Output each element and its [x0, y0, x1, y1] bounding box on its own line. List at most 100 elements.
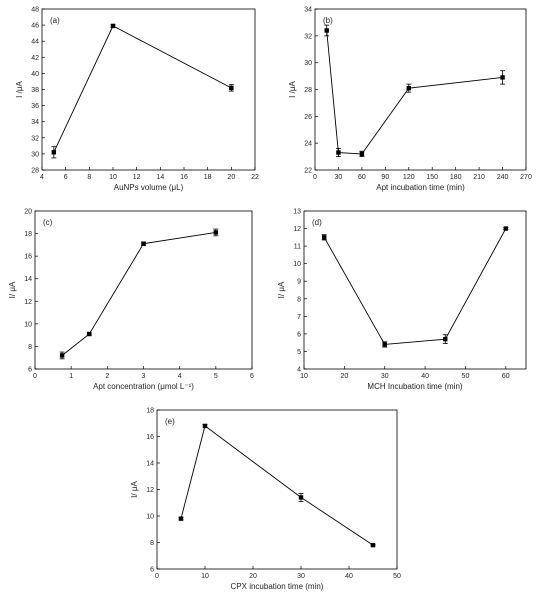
x-tick-label: 180 [450, 174, 462, 181]
y-tick-label: 6 [297, 331, 301, 338]
y-tick-label: 18 [24, 231, 32, 238]
chart-panel-b: 0 30 60 90 120 150 180 210 240 270 22 24 26 28 30 32 34 A… [288, 7, 532, 193]
y-tick-label: 8 [297, 296, 301, 303]
data-point [141, 241, 146, 246]
y-tick-label: 26 [304, 114, 312, 121]
y-tick-label: 11 [294, 244, 301, 251]
y-tick-label: 42 [31, 55, 39, 62]
x-tick-label: 0 [313, 174, 317, 181]
plot-frame [303, 210, 527, 370]
y-tick-label: 44 [31, 39, 39, 46]
x-tick-label: 40 [345, 573, 353, 580]
x-axis-label: Apt incubation time (min) [376, 183, 465, 192]
x-tick-label: 6 [64, 174, 68, 181]
data-point [443, 336, 448, 342]
y-axis-label: I/ μA [277, 281, 286, 298]
y-tick-label: 28 [304, 87, 312, 94]
series-line [61, 231, 216, 356]
x-tick-label: 270 [520, 174, 532, 181]
x-tick-label: 50 [393, 573, 401, 580]
panel-tag: (d) [312, 218, 322, 227]
x-tick-label: 60 [358, 174, 366, 181]
panel-tag: (c) [43, 218, 53, 227]
y-tick-label: 12 [146, 487, 154, 494]
x-tick-label: 20 [227, 174, 235, 181]
plot-frame [314, 8, 527, 171]
plot-frame [34, 210, 253, 370]
series-line [323, 228, 507, 345]
y-axis-label: I/ μA [130, 481, 139, 498]
series-line [180, 425, 374, 546]
data-point [202, 423, 208, 429]
x-tick-label: 16 [180, 174, 188, 181]
y-tick-label: 13 [293, 209, 301, 216]
x-tick-label: 150 [426, 174, 438, 181]
y-tick-label: 12 [24, 299, 32, 306]
x-tick-label: 5 [214, 373, 218, 380]
data-point [359, 151, 365, 157]
y-tick-label: 14 [146, 461, 154, 468]
x-tick-label: 10 [201, 573, 209, 580]
y-tick-label: 24 [304, 141, 312, 148]
x-tick-label: 14 [156, 174, 164, 181]
x-axis-label: MCH Incubation time (min) [367, 382, 462, 391]
x-tick-label: 0 [155, 573, 159, 580]
panel-tag: (a) [50, 16, 60, 25]
y-tick-label: 28 [31, 168, 39, 175]
y-tick-label: 16 [24, 254, 32, 261]
y-tick-label: 48 [31, 7, 39, 14]
data-point [503, 226, 509, 231]
x-tick-label: 40 [421, 373, 429, 380]
x-tick-label: 20 [249, 573, 257, 580]
y-tick-label: 6 [150, 567, 154, 574]
x-tick-label: 3 [142, 373, 146, 380]
chart-panel-e: 0 10 20 30 40 50 6 8 10 12 14 16 18 CPX incubation ti… [130, 408, 401, 592]
x-tick-label: 1 [69, 373, 73, 380]
x-tick-label: 20 [340, 373, 348, 380]
x-tick-label: 30 [297, 573, 305, 580]
y-tick-label: 46 [31, 23, 39, 30]
y-axis-label: I/ μA [8, 281, 17, 298]
data-point [382, 342, 387, 347]
x-tick-label: 0 [33, 373, 37, 380]
series-line [326, 30, 503, 155]
y-tick-label: 14 [24, 276, 32, 283]
panel-tag: (b) [323, 16, 333, 25]
y-tick-label: 36 [31, 103, 39, 110]
y-axis-label: I /μA [15, 81, 24, 98]
data-point [51, 150, 57, 155]
y-tick-label: 32 [31, 135, 39, 142]
x-tick-label: 10 [109, 174, 117, 181]
x-tick-label: 6 [250, 373, 254, 380]
y-tick-label: 7 [297, 314, 301, 321]
data-point [87, 331, 92, 337]
x-tick-label: 120 [403, 174, 415, 181]
x-tick-label: 18 [204, 174, 212, 181]
x-tick-label: 10 [300, 373, 308, 380]
series-line [53, 25, 232, 153]
y-tick-label: 10 [146, 514, 154, 521]
data-point [298, 495, 304, 500]
x-tick-label: 210 [473, 174, 485, 181]
data-point [321, 235, 327, 240]
x-tick-label: 50 [462, 373, 470, 380]
y-tick-label: 9 [297, 279, 301, 286]
x-tick-label: 22 [251, 174, 259, 181]
x-axis-label: CPX incubation time (min) [231, 582, 324, 591]
y-tick-label: 30 [31, 151, 39, 158]
y-tick-label: 34 [304, 7, 312, 14]
plot-frame [41, 8, 256, 171]
y-tick-label: 22 [304, 168, 312, 175]
y-tick-label: 20 [24, 209, 32, 216]
y-tick-label: 10 [24, 321, 32, 328]
data-point [324, 28, 329, 33]
data-point [336, 150, 341, 155]
x-axis-label: Apt concentration (μmol L⁻¹) [93, 382, 194, 391]
y-axis-label: I /μA [288, 81, 297, 98]
chart-panel-d: 10 20 30 40 50 60 4 5 6 7 8 9 10 11 12 13 MCH Incubation… [277, 209, 527, 391]
plot-frame [156, 409, 398, 570]
x-tick-label: 30 [381, 373, 389, 380]
x-tick-label: 240 [497, 174, 509, 181]
y-tick-label: 40 [31, 71, 39, 78]
